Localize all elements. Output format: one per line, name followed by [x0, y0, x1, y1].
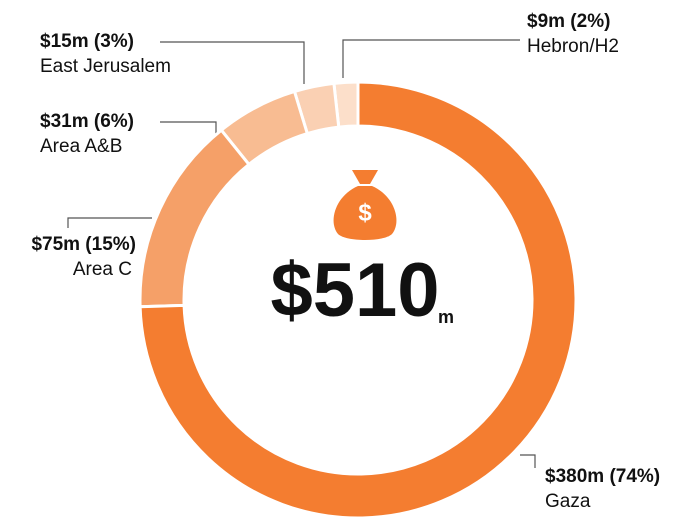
leader-line — [67, 217, 152, 228]
category-label: Area C — [73, 259, 132, 280]
leader-line — [520, 454, 536, 468]
svg-text:$: $ — [358, 199, 372, 226]
leader-line — [342, 39, 520, 78]
category-label: Hebron/H2 — [527, 36, 619, 57]
total-unit: m — [438, 307, 454, 327]
value-label: $15m (3%) — [40, 31, 134, 52]
category-label: Area A&B — [40, 136, 122, 157]
value-label: $9m (2%) — [527, 11, 610, 32]
category-label: Gaza — [545, 491, 591, 512]
money-bag-icon: $ — [333, 170, 397, 240]
donut-slice — [219, 89, 310, 167]
total: $510 — [270, 248, 439, 333]
value-label: $75m (15%) — [31, 234, 136, 255]
category-label: East Jerusalem — [40, 56, 171, 77]
leader-line — [160, 41, 305, 84]
donut-slice — [138, 128, 252, 309]
leader-line — [160, 121, 217, 140]
donut-slice — [292, 81, 341, 136]
value-label: $380m (74%) — [545, 466, 660, 487]
donut-slice — [138, 80, 578, 517]
value-label: $31m (6%) — [40, 111, 134, 132]
